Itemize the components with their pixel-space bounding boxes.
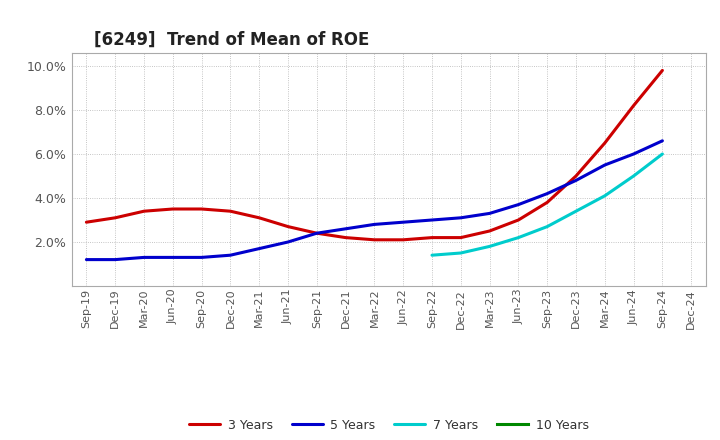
7 Years [629,173,638,179]
3 Years [658,68,667,73]
5 Years [399,220,408,225]
Line: 5 Years: 5 Years [86,141,662,260]
5 Years [456,215,465,220]
3 Years [197,206,206,212]
5 Years [111,257,120,262]
5 Years [82,257,91,262]
5 Years [255,246,264,251]
5 Years [370,222,379,227]
7 Years [600,193,609,198]
7 Years [428,253,436,258]
3 Years [140,209,148,214]
3 Years [572,173,580,179]
7 Years [543,224,552,229]
5 Years [428,217,436,223]
5 Years [284,239,292,245]
7 Years [485,244,494,249]
5 Years [629,151,638,157]
3 Years [600,140,609,146]
3 Years [370,237,379,242]
3 Years [312,231,321,236]
Line: 7 Years: 7 Years [432,154,662,255]
3 Years [168,206,177,212]
5 Years [312,231,321,236]
3 Years [514,217,523,223]
3 Years [226,209,235,214]
3 Years [399,237,408,242]
3 Years [485,228,494,234]
7 Years [514,235,523,240]
7 Years [572,209,580,214]
5 Years [226,253,235,258]
5 Years [514,202,523,207]
5 Years [572,178,580,183]
Legend: 3 Years, 5 Years, 7 Years, 10 Years: 3 Years, 5 Years, 7 Years, 10 Years [184,414,593,436]
3 Years [284,224,292,229]
3 Years [111,215,120,220]
3 Years [543,200,552,205]
5 Years [485,211,494,216]
3 Years [341,235,350,240]
5 Years [658,138,667,143]
3 Years [255,215,264,220]
Line: 3 Years: 3 Years [86,70,662,240]
5 Years [600,162,609,168]
3 Years [428,235,436,240]
5 Years [168,255,177,260]
7 Years [658,151,667,157]
Text: [6249]  Trend of Mean of ROE: [6249] Trend of Mean of ROE [94,31,369,49]
5 Years [140,255,148,260]
5 Years [341,226,350,231]
5 Years [197,255,206,260]
3 Years [456,235,465,240]
5 Years [543,191,552,196]
7 Years [456,250,465,256]
3 Years [629,103,638,108]
3 Years [82,220,91,225]
